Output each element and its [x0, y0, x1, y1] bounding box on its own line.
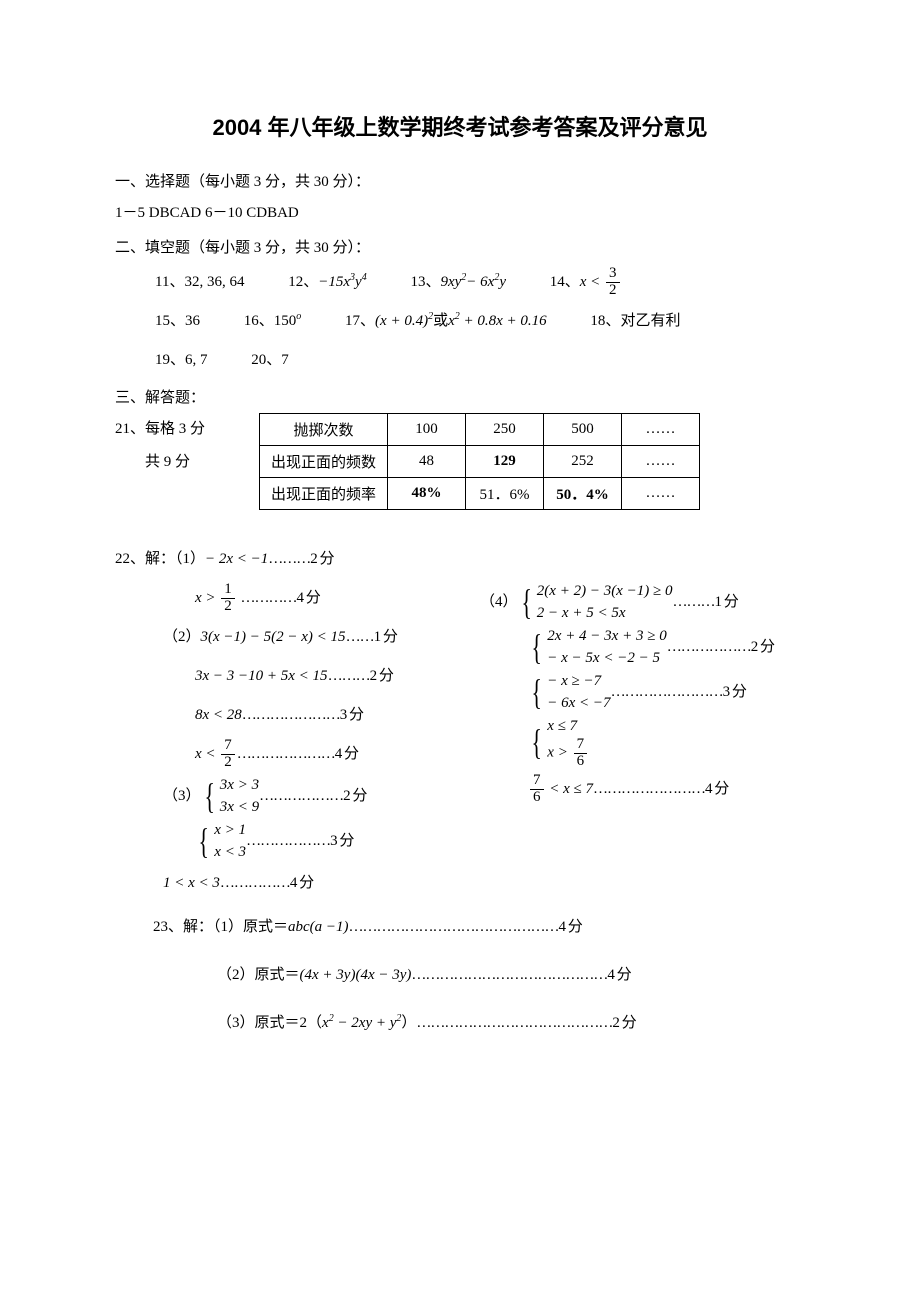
- section-2-header: 二、填空题（每小题 3 分，共 30 分）：: [115, 236, 805, 257]
- fill-12: 12、−15x3y4: [288, 263, 366, 302]
- q22-2-line4: x < 72…………………4 分: [195, 735, 440, 774]
- fill-18: 18、对乙有利: [590, 302, 680, 341]
- page-title: 2004 年八年级上数学期终考试参考答案及评分意见: [115, 110, 805, 142]
- fill-20: 20、7: [251, 341, 289, 380]
- q22-3-line1: （3）3x > 33x < 9………………2 分: [163, 774, 440, 819]
- question-21: 21、每格 3 分 共 9 分 抛掷次数 100 250 500 …… 出现正面…: [115, 413, 805, 510]
- fill-14: 14、x < 32: [550, 263, 622, 302]
- table-cell: 500: [544, 413, 622, 445]
- table-header: 出现正面的频数: [260, 445, 388, 477]
- q22-4-line2: 2x + 4 − 3x + 3 ≥ 0− x − 5x < −2 − 5……………: [528, 625, 805, 670]
- fill-11: 11、32, 36, 64: [155, 263, 244, 302]
- table-header: 出现正面的频率: [260, 477, 388, 509]
- fill-15: 15、36: [155, 302, 200, 341]
- q22-1-line2: x > 12 …………4 分: [195, 579, 440, 618]
- q22-4-line4: x ≤ 7x > 76: [528, 715, 805, 770]
- table-cell: 48: [388, 445, 466, 477]
- q22-4-line3: − x ≥ −7− 6x < −7……………………3 分: [528, 670, 805, 715]
- q22-2-line2: 3x − 3 −10 + 5x < 15………2 分: [195, 657, 440, 696]
- fill-17: 17、(x + 0.4)2或x2 + 0.8x + 0.16: [345, 302, 547, 341]
- table-cell: ……: [622, 413, 700, 445]
- q22-3-line3: 1 < x < 3……………4 分: [163, 864, 440, 903]
- section-1-answers: 1－5 DBCAD 6－10 CDBAD: [115, 199, 805, 228]
- q21-table: 抛掷次数 100 250 500 …… 出现正面的频数 48 129 252 ……: [259, 413, 700, 510]
- fill-row-2: 15、36 16、150o 17、(x + 0.4)2或x2 + 0.8x + …: [155, 302, 805, 341]
- fill-16: 16、150o: [244, 302, 302, 341]
- table-cell: 100: [388, 413, 466, 445]
- q22-4-line1: （4）2(x + 2) − 3(x −1) ≥ 02 − x + 5 < 5x……: [480, 580, 805, 625]
- table-cell: 129: [466, 445, 544, 477]
- table-cell: 252: [544, 445, 622, 477]
- table-cell: ……: [622, 445, 700, 477]
- fill-row-3: 19、6, 7 20、7: [155, 341, 805, 380]
- fill-13: 13、9xy2− 6x2y: [410, 263, 506, 302]
- section-1-header: 一、选择题（每小题 3 分，共 30 分）：: [115, 170, 805, 191]
- q22-2-line3: 8x < 28…………………3 分: [195, 696, 440, 735]
- table-cell: ……: [622, 477, 700, 509]
- table-cell: 250: [466, 413, 544, 445]
- fill-row-1: 11、32, 36, 64 12、−15x3y4 13、9xy2− 6x2y 1…: [155, 263, 805, 302]
- q23-line2: （2）原式＝(4x + 3y)(4x − 3y)……………………………………4 …: [217, 951, 805, 999]
- table-header: 抛掷次数: [260, 413, 388, 445]
- q22-left-column: 22、解：（1）− 2x < −1………2 分 x > 12 …………4 分 （…: [115, 540, 440, 903]
- table-cell: 50．4%: [544, 477, 622, 509]
- question-23: 23、解：（1）原式＝abc(a −1)………………………………………4 分 （…: [153, 903, 805, 1047]
- table-cell: 51．6%: [466, 477, 544, 509]
- section-3-header: 三、解答题：: [115, 386, 805, 407]
- table-cell: 48%: [388, 477, 466, 509]
- q22-2-line1: （2）3(x −1) − 5(2 − x) < 15……1 分: [163, 618, 440, 657]
- q23-line3: （3）原式＝2（x2 − 2xy + y2）……………………………………2 分: [217, 999, 805, 1047]
- fill-19: 19、6, 7: [155, 341, 208, 380]
- q21-score-note: 21、每格 3 分 共 9 分: [115, 413, 245, 479]
- page-container: 2004 年八年级上数学期终考试参考答案及评分意见 一、选择题（每小题 3 分，…: [0, 0, 920, 1107]
- question-22: 22、解：（1）− 2x < −1………2 分 x > 12 …………4 分 （…: [115, 540, 805, 903]
- q22-4-line5: 76 < x ≤ 7……………………4 分: [528, 770, 805, 809]
- q22-right-column: （4）2(x + 2) − 3(x −1) ≥ 02 − x + 5 < 5x……: [480, 540, 805, 903]
- q23-line1: 23、解：（1）原式＝abc(a −1)………………………………………4 分: [153, 903, 805, 951]
- q22-1-line1: 22、解：（1）− 2x < −1………2 分: [115, 540, 440, 579]
- q22-3-line2: x > 1x < 3………………3 分: [195, 819, 440, 864]
